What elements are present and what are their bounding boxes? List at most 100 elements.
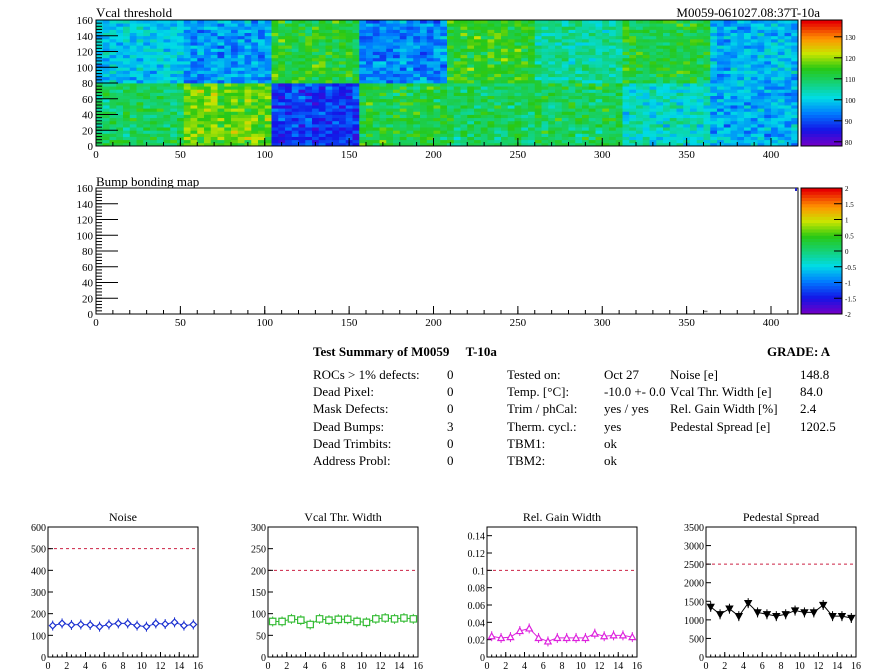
pixel-cell — [703, 48, 711, 52]
pixel-cell — [744, 139, 752, 144]
pixel-cell — [406, 48, 414, 52]
pixel-cell — [622, 54, 630, 59]
pixel-cell — [501, 64, 509, 68]
pixel-cell — [244, 48, 252, 52]
pixel-cell — [379, 79, 387, 84]
pixel-cell — [480, 133, 488, 137]
pixel-cell — [129, 117, 137, 122]
pixel-cell — [521, 29, 529, 33]
pixel-cell — [696, 133, 704, 137]
pixel-cell — [318, 133, 326, 137]
pixel-cell — [723, 92, 731, 96]
pixel-cell — [136, 57, 144, 62]
pixel-cell — [791, 98, 799, 103]
pixel-cell — [636, 48, 644, 52]
pixel-cell — [298, 127, 306, 131]
pixel-cell — [420, 20, 428, 24]
pixel-cell — [305, 83, 313, 87]
pixel-cell — [413, 60, 421, 65]
pixel-cell — [271, 136, 279, 141]
pixel-cell — [575, 92, 583, 96]
pixel-cell — [258, 120, 266, 125]
pixel-cell — [359, 20, 367, 24]
pixel-cell — [582, 105, 590, 109]
pixel-cell — [676, 92, 684, 96]
pixel-cell — [501, 57, 509, 62]
pixel-cell — [629, 51, 637, 56]
pixel-cell — [143, 136, 151, 141]
pixel-cell — [629, 32, 637, 37]
pixel-cell — [487, 73, 495, 78]
pixel-cell — [494, 101, 502, 106]
pixel-cell — [622, 136, 630, 141]
pixel-cell — [177, 57, 185, 62]
pixel-cell — [291, 108, 299, 112]
pixel-cell — [636, 42, 644, 46]
pixel-cell — [332, 127, 340, 131]
pixel-cell — [352, 133, 360, 137]
pixel-cell — [305, 130, 313, 134]
pixel-cell — [143, 105, 151, 109]
pixel-cell — [325, 101, 333, 106]
pixel-cell — [636, 139, 644, 144]
pixel-cell — [325, 76, 333, 81]
pixel-cell — [710, 133, 718, 137]
pixel-cell — [737, 114, 745, 119]
pixel-cell — [696, 26, 704, 30]
pixel-cell — [717, 51, 725, 56]
pixel-cell — [237, 89, 245, 93]
pixel-cell — [609, 95, 617, 100]
x-tick-label: 150 — [341, 317, 358, 329]
pixel-cell — [156, 76, 164, 81]
pixel-cell — [136, 48, 144, 52]
pixel-cell — [784, 70, 792, 74]
pixel-cell — [467, 108, 475, 112]
pixel-cell — [561, 35, 569, 40]
pixel-cell — [420, 111, 428, 115]
pixel-cell — [345, 42, 353, 46]
pixel-cell — [318, 45, 326, 49]
pixel-cell — [683, 83, 691, 87]
pixel-cell — [460, 98, 468, 103]
pixel-cell — [501, 73, 509, 78]
pixel-cell — [447, 83, 455, 87]
pixel-cell — [717, 54, 725, 59]
pixel-cell — [723, 67, 731, 71]
pixel-cell — [649, 26, 657, 30]
pixel-cell — [379, 29, 387, 33]
pixel-cell — [312, 26, 320, 30]
pixel-cell — [622, 70, 630, 74]
pixel-cell — [453, 114, 461, 119]
pixel-cell — [413, 89, 421, 93]
pixel-cell — [696, 35, 704, 40]
pixel-cell — [683, 98, 691, 103]
pixel-cell — [366, 29, 374, 33]
pixel-cell — [271, 42, 279, 46]
pixel-cell — [129, 98, 137, 103]
pixel-cell — [264, 70, 272, 74]
pixel-cell — [703, 70, 711, 74]
colorbar-tick-label: 90 — [845, 118, 853, 126]
pixel-cell — [750, 133, 758, 137]
pixel-cell — [683, 38, 691, 43]
pixel-cell — [744, 83, 752, 87]
pixel-cell — [717, 83, 725, 87]
pixel-cell — [609, 64, 617, 68]
pixel-cell — [541, 48, 549, 52]
pixel-cell — [453, 67, 461, 71]
pixel-cell — [305, 26, 313, 30]
pixel-cell — [460, 89, 468, 93]
pixel-cell — [737, 20, 745, 24]
pixel-cell — [717, 32, 725, 37]
pixel-cell — [771, 35, 779, 40]
pixel-cell — [197, 29, 205, 33]
pixel-cell — [622, 114, 630, 119]
pixel-cell — [696, 38, 704, 43]
pixel-cell — [426, 92, 434, 96]
pixel-cell — [507, 136, 515, 141]
pixel-cell — [109, 89, 117, 93]
colorbar-tick-label: -2 — [845, 311, 851, 319]
pixel-cell — [474, 133, 482, 137]
pixel-cell — [487, 127, 495, 131]
pixel-cell — [703, 139, 711, 144]
